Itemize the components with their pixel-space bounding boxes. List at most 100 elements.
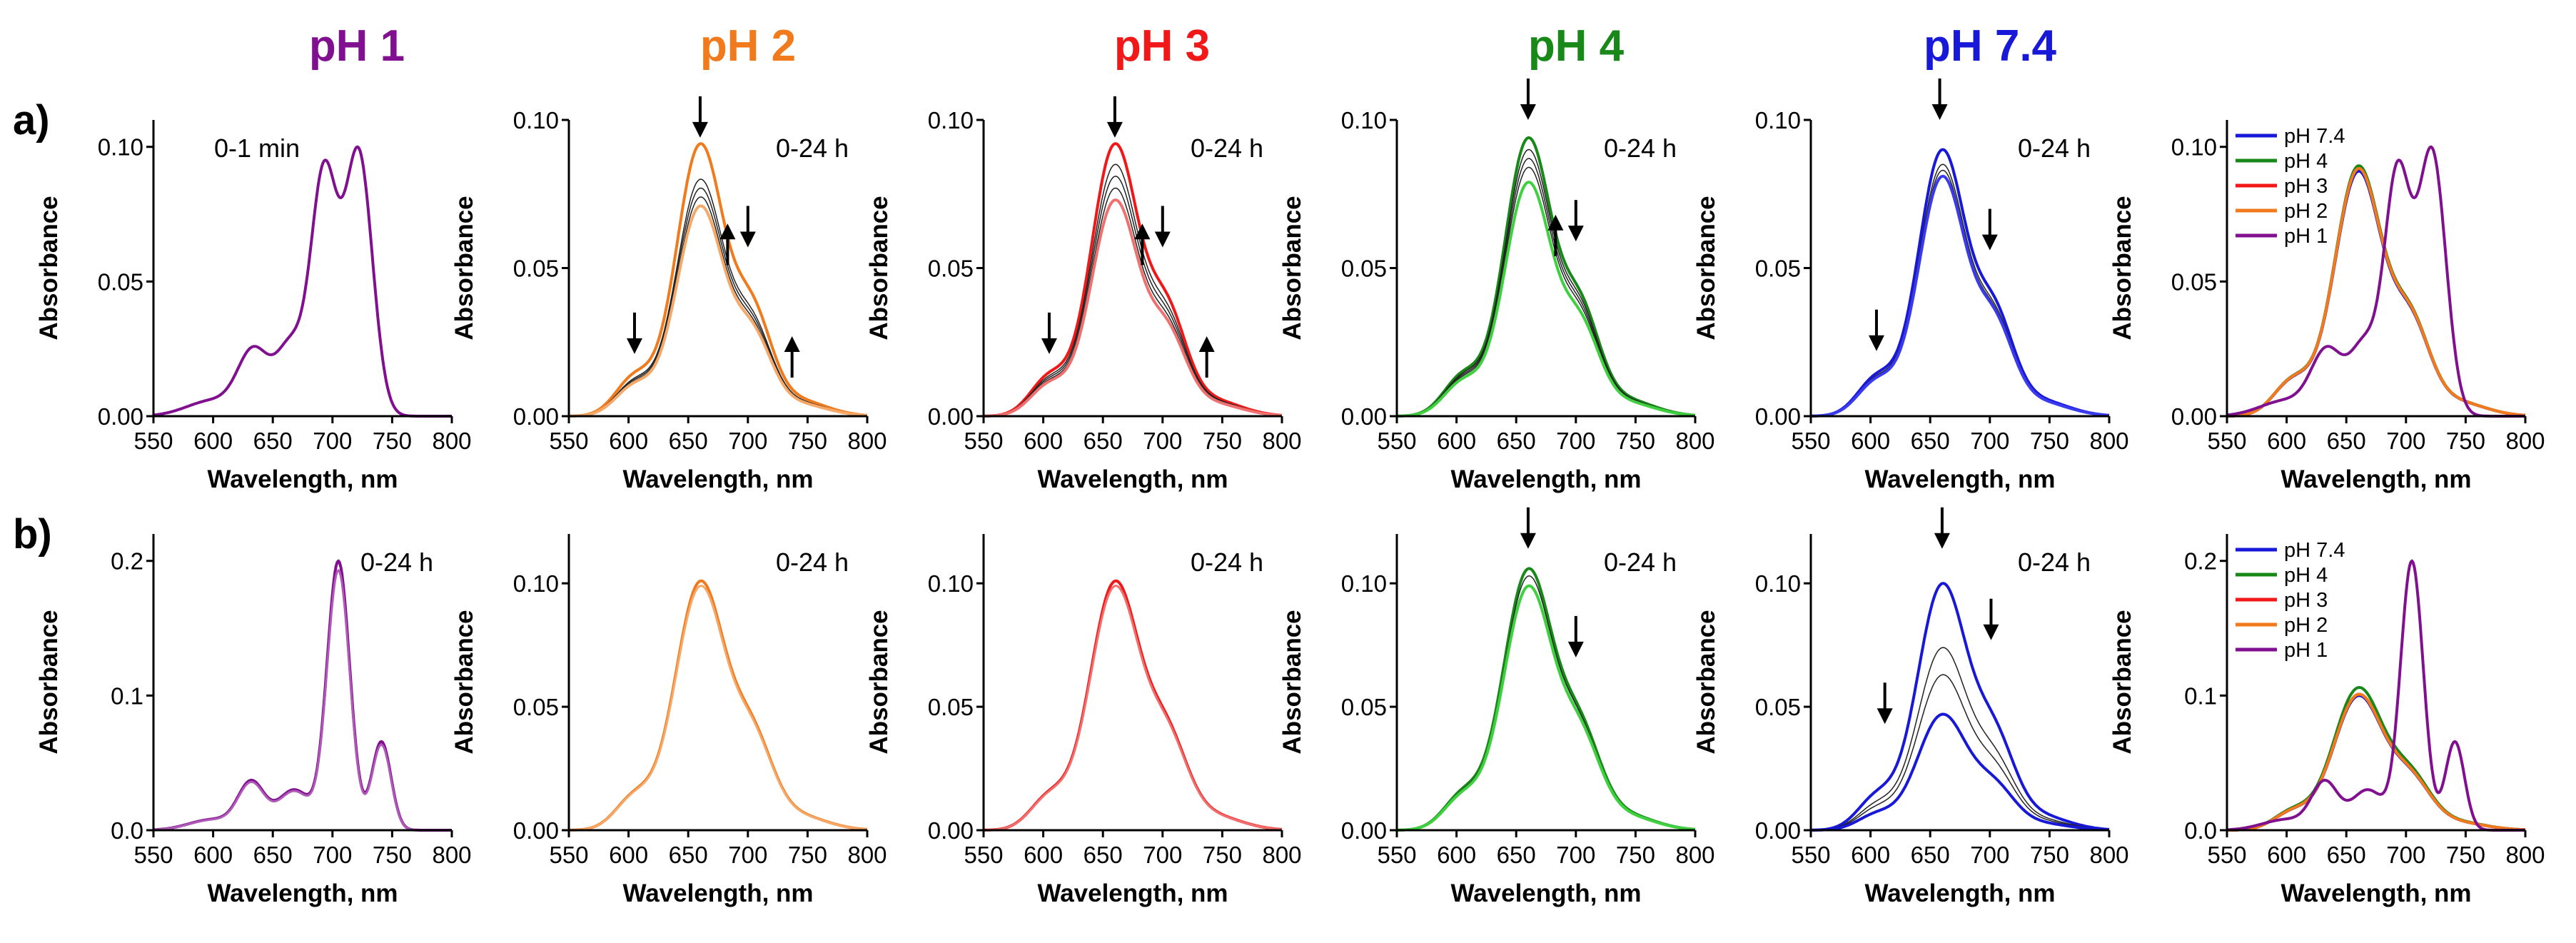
x-tick-label: 750 [2446,428,2485,454]
series-line-intermediate-2 [1811,674,2110,831]
x-tick-label: 700 [2386,428,2425,454]
x-tick-label: 550 [133,428,173,454]
arrow-down [1931,79,1948,120]
y-tick-label: 0.10 [1755,107,1801,133]
x-tick-label: 550 [1791,428,1830,454]
y-axis-label: Absorbance [865,610,893,754]
arrow-up [1547,214,1564,256]
y-tick-label: 0.0 [2184,817,2217,844]
series-line-intermediate-1 [1811,647,2109,831]
legend-label: pH 2 [2284,614,2328,637]
series-line-ph-2 [2226,167,2526,418]
y-axis-label: Absorbance [450,610,478,754]
series-group [983,579,1283,832]
x-tick-label: 600 [2267,428,2306,454]
x-tick-label: 700 [728,428,767,454]
x-tick-label: 750 [1616,842,1655,868]
x-tick-label: 600 [1851,842,1890,868]
y-axis-label: Absorbance [1278,610,1306,754]
series-line-24-h [1396,584,1696,832]
x-tick-label: 700 [1970,428,2009,454]
time-range-annotation: 0-24 h [1604,133,1677,163]
x-tick-label: 600 [1437,842,1476,868]
arrow-head [1106,121,1123,138]
arrow-down [1520,79,1536,120]
x-tick-label: 700 [1143,842,1182,868]
x-tick-label: 550 [2207,428,2246,454]
legend-label: pH 1 [2284,225,2328,248]
legend-label: pH 3 [2284,175,2328,198]
legend-label: pH 4 [2284,564,2328,587]
y-tick-label: 0.10 [513,570,559,597]
legend-label: pH 7.4 [2284,125,2345,148]
column-title-ph74: pH 7.4 [1924,21,2057,71]
arrow-head [1877,708,1893,725]
x-tick-label: 600 [2267,842,2306,868]
arrow-down [1868,309,1884,351]
x-tick-label: 550 [2207,842,2246,868]
series-line-24-h [983,198,1283,418]
series-line-intermediate-1 [568,178,868,417]
y-tick-label: 0.10 [98,134,143,161]
y-axis-label: Absorbance [35,610,63,754]
y-tick-label: 0.00 [2171,403,2217,430]
series-line-0-h [568,142,868,418]
x-tick-label: 650 [1497,428,1536,454]
arrow-head [1134,223,1151,240]
legend-label: pH 7.4 [2284,539,2345,562]
arrow-up [1198,336,1215,378]
x-tick-label: 800 [847,842,887,868]
x-tick-label: 650 [2327,428,2366,454]
x-tick-label: 800 [847,428,887,454]
x-tick-label: 550 [964,428,1003,454]
chart-panel-b1: 550 600 650 700 750 800 0.0 0.1 0.2 Wavelength, n… [35,534,472,907]
y-tick-label: 0.10 [928,570,974,597]
x-tick-label: 750 [2030,842,2069,868]
arrow-head [1547,214,1564,231]
arrow-head [1931,104,1948,120]
column-title-ph3: pH 3 [1114,21,1210,71]
x-tick-label: 700 [1970,842,2009,868]
series-line-0-h [983,142,1283,418]
series-group [1396,136,1696,418]
series-line-24-h [569,585,868,832]
chart-panel-b4: 550 600 650 700 750 800 0.00 0.05 0.10 Wavelength… [1278,507,1715,907]
time-range-annotation: 0-24 h [1604,548,1677,577]
x-tick-label: 800 [2505,842,2545,868]
x-tick-label: 550 [964,842,1003,868]
arrow-head [1934,533,1950,549]
y-tick-label: 0.05 [2171,268,2217,295]
y-axis-label: Absorbance [2108,610,2136,754]
y-tick-label: 0.05 [1755,256,1801,282]
legend: pH 7.4pH 4pH 3pH 2pH 1 [2236,125,2345,248]
y-tick-label: 0.05 [1341,694,1387,720]
series-line-24-h [1396,181,1696,418]
x-tick-label: 650 [253,842,293,868]
arrow-down [1041,312,1057,354]
x-tick-label: 750 [2030,428,2069,454]
series-line-ph-3 [2226,167,2526,418]
time-range-annotation: 0-24 h [1191,548,1263,577]
series-line-0-h [983,579,1283,832]
arrow-head [1567,226,1584,242]
chart-panels: 550 600 650 700 750 800 0.00 0.05 0.10 Wavelength… [35,79,2545,907]
x-tick-label: 550 [1377,428,1416,454]
x-tick-label: 650 [669,428,708,454]
x-tick-label: 800 [1675,428,1714,454]
y-tick-label: 0.00 [1755,403,1801,430]
x-axis-label: Wavelength, nm [1037,465,1228,493]
y-tick-label: 0.2 [2184,548,2217,575]
chart-panel-b3: 550 600 650 700 750 800 0.00 0.05 0.10 Wavelength… [865,534,1302,907]
series-line-0-h [1396,567,1696,832]
y-tick-label: 0.10 [1341,570,1387,597]
x-tick-label: 700 [313,428,352,454]
y-axis-label: Absorbance [1692,610,1720,754]
x-tick-label: 700 [728,842,767,868]
y-tick-label: 0.10 [928,107,974,133]
x-tick-label: 650 [1497,842,1536,868]
arrow-down [692,96,708,138]
y-tick-label: 0.05 [98,268,143,295]
x-tick-label: 600 [1851,428,1890,454]
series-group [2226,145,2526,418]
y-tick-label: 0.1 [2184,682,2217,709]
